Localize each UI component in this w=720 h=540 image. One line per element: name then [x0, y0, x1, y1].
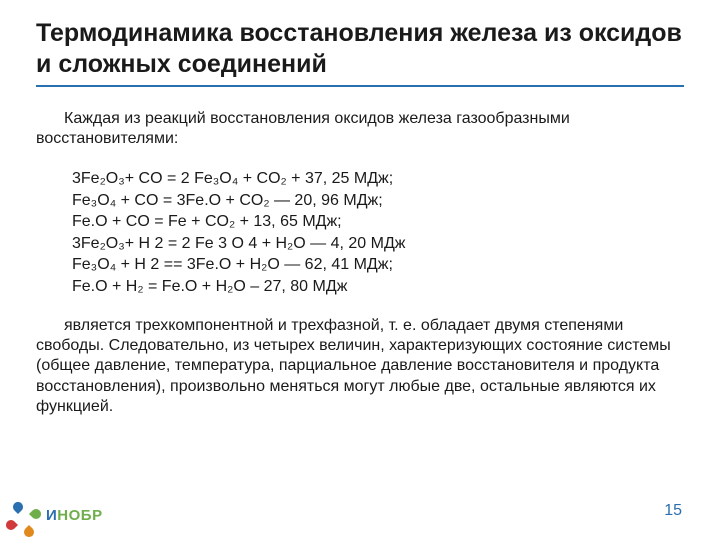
title-underline [36, 85, 684, 87]
equation-line: 3Fe₂O₃+ CO = 2 Fe₃O₄ + CO₂ + 37, 25 МДж; [72, 168, 684, 190]
slide-title: Термодинамика восстановления железа из о… [36, 18, 684, 79]
equation-line: Fe₃O₄ + H 2 == 3Fe.O + H₂O — 62, 41 МДж; [72, 254, 684, 276]
page-number: 15 [664, 502, 682, 520]
logo-flower-icon [18, 504, 40, 526]
logo-text-accent: И [46, 507, 57, 524]
equation-line: Fe.O + H₂ = Fe.O + H₂O – 27, 80 МДж [72, 276, 684, 298]
logo-text: ИНОБР [46, 507, 103, 524]
equations-block: 3Fe₂O₃+ CO = 2 Fe₃O₄ + CO₂ + 37, 25 МДж;… [72, 168, 684, 298]
slide-content: Термодинамика восстановления железа из о… [0, 0, 720, 540]
logo-text-rest: НОБР [57, 507, 102, 524]
equation-line: 3Fe₂O₃+ H 2 = 2 Fe 3 O 4 + H₂O — 4, 20 М… [72, 233, 684, 255]
equation-line: Fe.O + CO = Fe + CO₂ + 13, 65 МДж; [72, 211, 684, 233]
intro-paragraph: Каждая из реакций восстановления оксидов… [36, 109, 684, 150]
conclusion-paragraph: является трехкомпонентной и трехфазной, … [36, 316, 684, 418]
equation-line: Fe₃O₄ + CO = 3Fe.O + CO₂ — 20, 96 МДж; [72, 190, 684, 212]
footer-logo: ИНОБР [18, 504, 103, 526]
logo-petal [29, 507, 43, 521]
